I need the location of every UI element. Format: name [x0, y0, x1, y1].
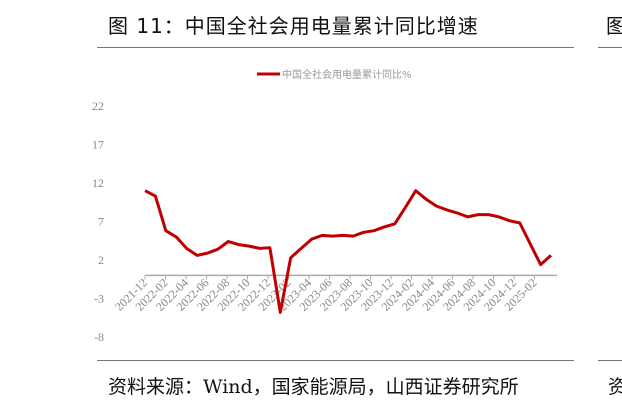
figure-title: 图 11：中国全社会用电量累计同比增速	[108, 14, 479, 38]
y-tick-label: -8	[94, 330, 104, 344]
source-note: 资料来源：Wind，国家能源局，山西证券研究所	[108, 376, 519, 398]
y-tick-label: 22	[92, 99, 104, 113]
y-tick-label: -3	[94, 292, 104, 306]
source-rule	[97, 360, 574, 361]
next-title-rule	[598, 47, 622, 48]
next-source-rule	[598, 360, 622, 361]
y-tick-label: 17	[92, 138, 104, 152]
y-tick-label: 12	[92, 176, 104, 190]
title-rule	[97, 47, 574, 48]
y-tick-label: 7	[98, 215, 104, 229]
legend-label: 中国全社会用电量累计同比%	[282, 68, 412, 81]
next-source-fragment: 资	[608, 376, 622, 398]
legend: 中国全社会用电量累计同比%	[257, 68, 412, 81]
y-tick-label: 2	[98, 253, 104, 267]
series-line	[144, 189, 552, 314]
next-figure-title-fragment: 图	[606, 14, 622, 38]
